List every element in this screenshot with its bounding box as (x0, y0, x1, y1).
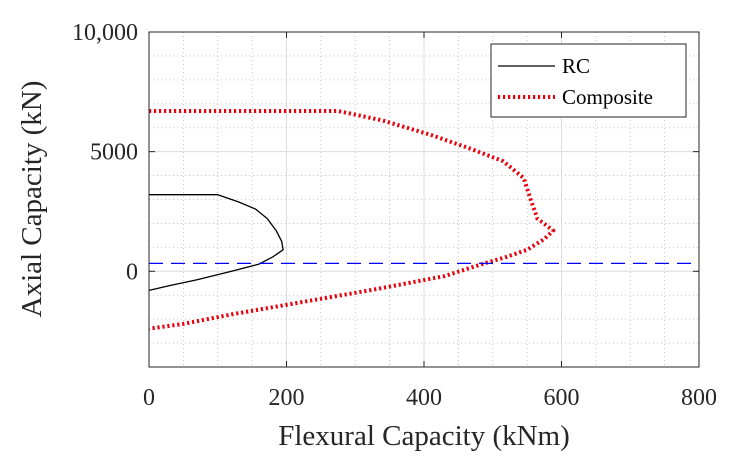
y-tick-label: 10,000 (72, 20, 138, 46)
legend-label-composite: Composite (562, 85, 653, 109)
series-layer (148, 109, 699, 331)
y-tick-label: 0 (126, 259, 138, 285)
legend: RC Composite (490, 43, 687, 118)
y-axis-title: Axial Capacity (kN) (16, 81, 48, 318)
y-axis-ticks: 0 5000 10,000 (72, 20, 699, 285)
x-tick-label: 800 (681, 385, 717, 411)
series-line-rc (148, 194, 284, 292)
x-axis-ticks: 0 200 400 600 800 (143, 32, 717, 411)
legend-label-rc: RC (562, 54, 590, 78)
x-tick-label: 400 (406, 385, 442, 411)
y-tick-label: 5000 (90, 140, 138, 166)
x-tick-label: 200 (269, 385, 305, 411)
x-tick-label: 0 (143, 385, 155, 411)
x-axis-title: Flexural Capacity (kNm) (278, 420, 570, 452)
x-tick-label: 600 (544, 385, 580, 411)
legend-box (490, 43, 687, 118)
